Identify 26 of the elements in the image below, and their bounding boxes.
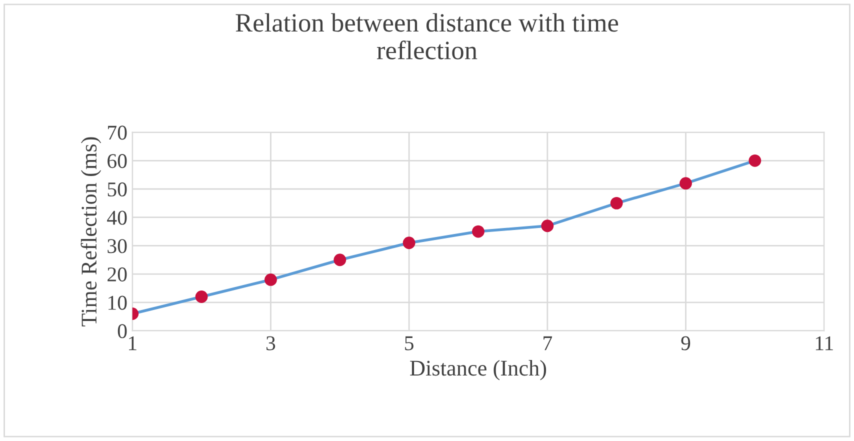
y-tick-label: 40 — [107, 210, 127, 225]
point — [264, 274, 277, 286]
point — [334, 254, 346, 266]
x-axis-title: Distance (Inch) — [410, 360, 546, 380]
y-tick-label: 30 — [108, 239, 127, 254]
x-tick-label: 7 — [544, 336, 552, 350]
y-axis-title: Time Reflection (ms) — [80, 137, 102, 326]
point — [610, 196, 623, 210]
point — [195, 290, 208, 303]
point — [680, 177, 692, 190]
y-tick-label: 70 — [108, 126, 127, 140]
point — [402, 236, 416, 250]
y-tick-label: 20 — [108, 267, 127, 282]
point — [541, 220, 554, 232]
chart-title: Relation between distance with time reflection — [236, 13, 618, 60]
y-tick-label: 60 — [108, 154, 127, 168]
y-tick-label: 0 — [118, 324, 127, 338]
x-tick-label: 3 — [266, 336, 276, 350]
point — [748, 154, 762, 167]
y-tick-label: 10 — [108, 296, 127, 310]
x-tick-label: 11 — [816, 336, 833, 350]
x-tick-label: 5 — [405, 336, 414, 350]
x-tick-label: 9 — [681, 336, 690, 350]
x-tick-label: 1 — [128, 336, 136, 350]
point — [472, 225, 484, 238]
y-tick-label: 50 — [108, 182, 127, 196]
